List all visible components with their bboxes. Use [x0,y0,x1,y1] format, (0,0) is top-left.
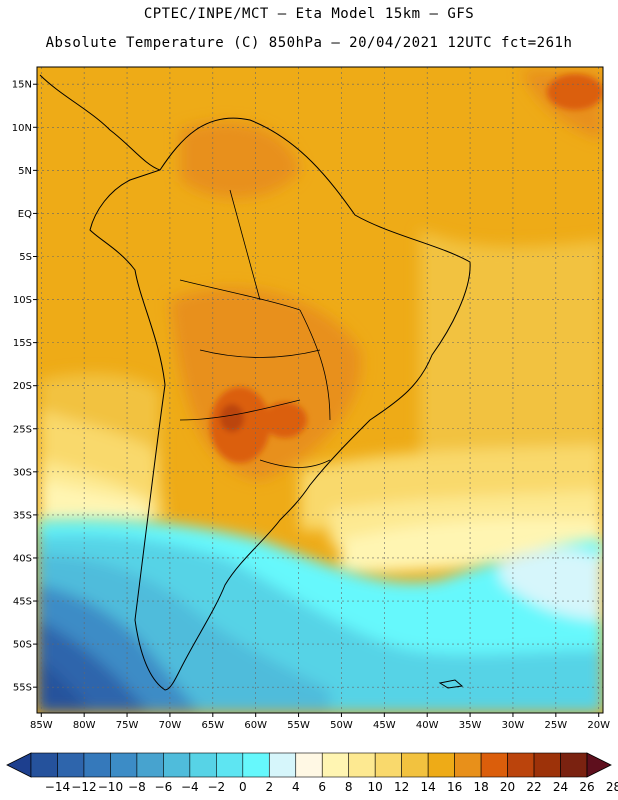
colorbar-label: 6 [318,780,326,794]
falkland-islands [438,679,464,689]
lat-label: 45S [13,597,32,608]
lon-label: 50W [330,720,353,731]
colorbar-box [401,752,429,778]
colorbar-box [427,752,455,778]
latitude-labels: 15N 10N 5N EQ 5S 10S 15S 20S 25S 30S 35S 40S 45S 50S 5… [12,80,37,694]
lat-label: 50S [13,640,32,651]
lon-label: 35W [459,720,482,731]
lon-label: 30W [502,720,525,731]
lon-label: 25W [545,720,568,731]
colorbar-label: −4 [181,780,199,794]
colorbar-label: −14 [45,780,70,794]
title-line-2: Absolute Temperature (C) 850hPa – 20/04/… [45,35,573,51]
colorbar-label: 16 [447,780,462,794]
country-borders [179,189,331,468]
colorbar-label: 18 [473,780,488,794]
lon-label: 80W [73,720,96,731]
colorbar-box [454,752,482,778]
colorbar-box [163,752,191,778]
temperature-field [37,67,603,713]
colorbar-box [295,752,323,778]
lon-label: 40W [416,720,439,731]
colorbar-box [57,752,85,778]
colorbar-label: 10 [368,780,383,794]
lat-label: 5N [18,166,32,177]
colorbar-box [216,752,244,778]
lon-label: 60W [244,720,267,731]
lon-label: 55W [287,720,310,731]
longitude-labels: 85W 80W 75W 70W 65W 60W 55W 50W 45W 40W 35W 30W 25W 2… [30,713,610,731]
colorbar-label: 8 [345,780,353,794]
colorbar-label: 12 [394,780,409,794]
colorbar-box [242,752,270,778]
colorbar-box [533,752,561,778]
colorbar-label: −12 [71,780,96,794]
lat-label: 55S [13,683,32,694]
lon-label: 70W [159,720,182,731]
colorbar-box [480,752,508,778]
colorbar-label: 0 [239,780,247,794]
colorbar-box [507,752,535,778]
lat-label: 20S [13,381,32,392]
colorbar-box [560,752,588,778]
colorbar-label: −6 [155,780,173,794]
colorbar-labels: −14 −12 −10 −8 −6 −4 −2 0 2 4 6 8 10 12 14 16 18 20 22 24 26… [45,780,618,794]
lat-label: 15S [13,338,32,349]
lat-label: 25S [13,424,32,435]
colorbar [6,752,612,778]
colorbar-max-arrow [586,752,612,778]
colorbar-min-arrow [6,752,32,778]
lat-label: 10N [12,123,32,134]
colorbar-label: 20 [500,780,515,794]
colorbar-label: −10 [98,780,123,794]
colorbar-label: 2 [265,780,273,794]
lon-label: 65W [201,720,224,731]
lat-label: 30S [13,467,32,478]
colorbar-box [374,752,402,778]
colorbar-box [189,752,217,778]
title-line-1: CPTEC/INPE/MCT – Eta Model 15km – GFS [143,6,475,22]
colorbar-label: 22 [526,780,541,794]
colorbar-label: 14 [421,780,436,794]
lat-label: 15N [12,80,32,91]
lon-label: 45W [373,720,396,731]
lat-label: 35S [13,510,32,521]
lat-label: EQ [18,209,32,220]
colorbar-label: 4 [292,780,300,794]
colorbar-label: −8 [128,780,146,794]
graticule [37,67,603,713]
coastlines [39,74,471,691]
colorbar-box [30,752,58,778]
lon-label: 85W [30,720,53,731]
colorbar-box [110,752,138,778]
plot-frame [36,66,604,714]
lat-label: 40S [13,553,32,564]
lon-label: 75W [116,720,139,731]
colorbar-box [348,752,376,778]
lon-label: 20W [587,720,610,731]
colorbar-label: 26 [579,780,594,794]
colorbar-box [268,752,297,778]
colorbar-label: 24 [553,780,568,794]
lat-label: 5S [19,252,32,263]
colorbar-box [136,752,164,778]
colorbar-label: 28 [606,780,618,794]
colorbar-box [83,752,111,778]
colorbar-label: −2 [207,780,225,794]
south-america-coast [89,117,471,691]
colorbar-box [321,752,350,778]
central-america-coast [39,74,161,171]
lat-label: 10S [13,295,32,306]
